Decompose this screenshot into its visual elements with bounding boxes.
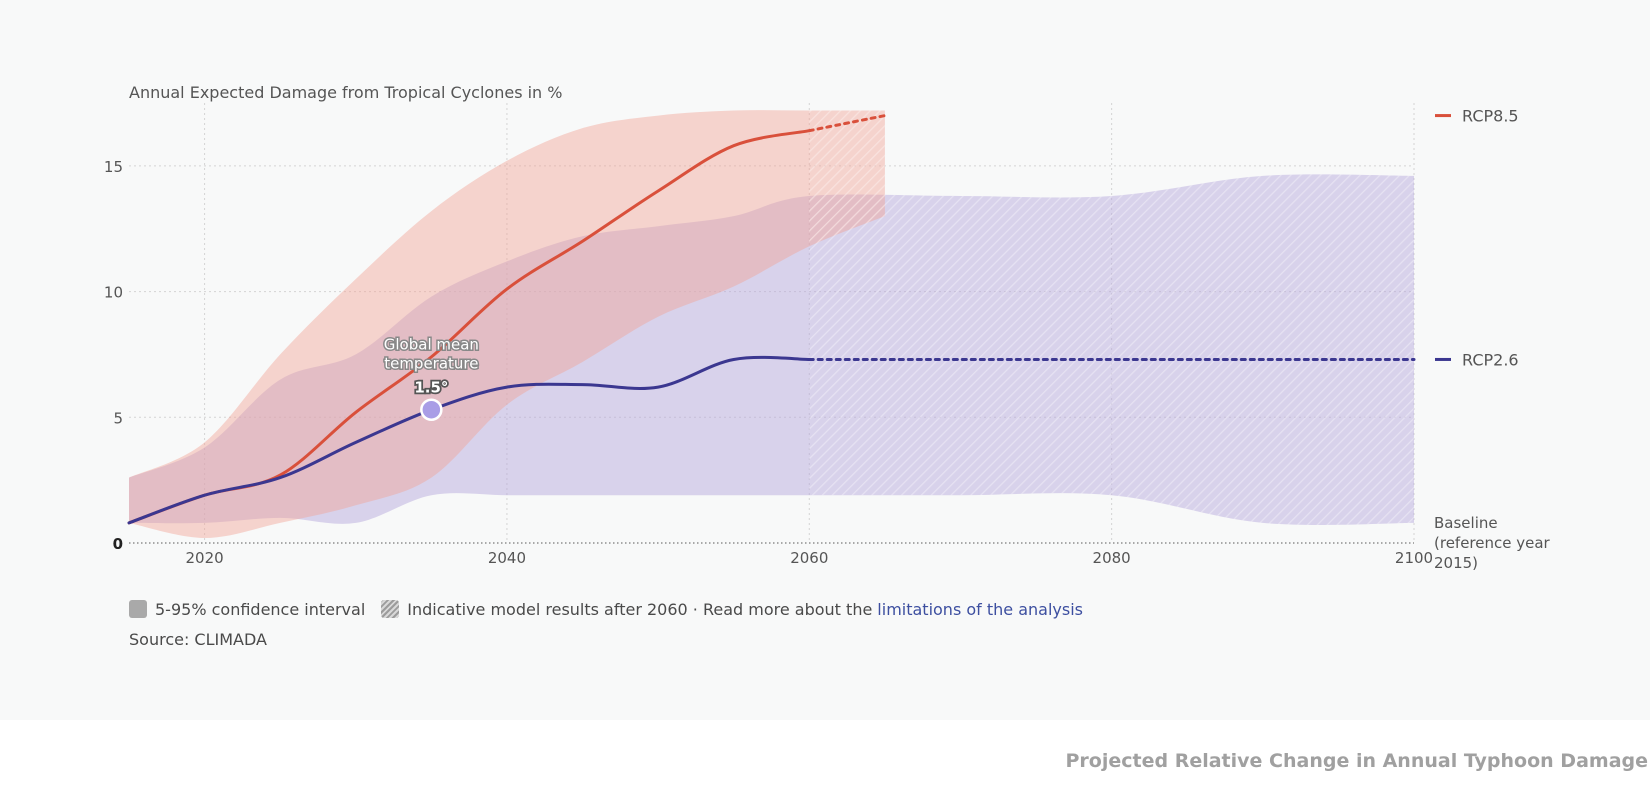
limitations-link[interactable]: limitations of the analysis	[877, 599, 1083, 619]
legend-confidence-label: 5-95% confidence interval	[155, 599, 366, 619]
chart-title: Annual Expected Damage from Tropical Cyc…	[129, 83, 562, 102]
series-lines	[127, 114, 1416, 525]
x-tick-label: 2060	[790, 549, 828, 567]
chart: Annual Expected Damage from Tropical Cyc…	[104, 83, 1551, 572]
source-note: Source: CLIMADA	[129, 630, 267, 649]
annotation-label: Global mean	[384, 336, 479, 354]
x-tick-label: 2080	[1093, 549, 1131, 567]
y-tick-label: 10	[104, 284, 123, 302]
annotation-marker	[420, 398, 443, 421]
legend-indicative-label: Indicative model results after 2060 · Re…	[407, 599, 873, 619]
confidence-band	[129, 110, 885, 538]
axes: RCP8.5 RCP2.6 0 5 10 15 2020 2040 2060 2080 2100Ba…	[104, 107, 1551, 572]
annotation-label: temperature	[384, 355, 478, 373]
x-tick-label: 2100	[1395, 549, 1433, 567]
confidence-bands	[129, 110, 1414, 538]
series-legend-label: RCP8.5	[1462, 107, 1519, 126]
hatch-swatch	[381, 600, 400, 618]
legend: 5-95% confidence interval Indicative mod…	[129, 598, 1083, 620]
x-tick-label: 2040	[488, 549, 526, 567]
y-tick-label: 15	[104, 158, 123, 176]
baseline-label: 2015)	[1434, 554, 1478, 572]
series-line-rcp26	[127, 355, 811, 525]
hatch-overlay	[809, 174, 1414, 525]
annotation-value: 1.5°	[414, 379, 448, 397]
baseline-label: Baseline	[1434, 514, 1498, 532]
figure-caption: Projected Relative Change in Annual Typh…	[1065, 750, 1649, 772]
chart-panel: Annual Expected Damage from Tropical Cyc…	[103, 83, 1551, 649]
y-tick-label: 0	[113, 535, 123, 553]
x-tick-label: 2020	[185, 549, 223, 567]
series-dashed-rcp85	[807, 114, 887, 133]
confidence-swatch	[129, 600, 147, 618]
y-tick-label: 5	[113, 409, 123, 427]
series-legend-label: RCP2.6	[1462, 350, 1519, 369]
hatch-overlay	[809, 110, 885, 247]
baseline-label: (reference year	[1434, 534, 1551, 552]
